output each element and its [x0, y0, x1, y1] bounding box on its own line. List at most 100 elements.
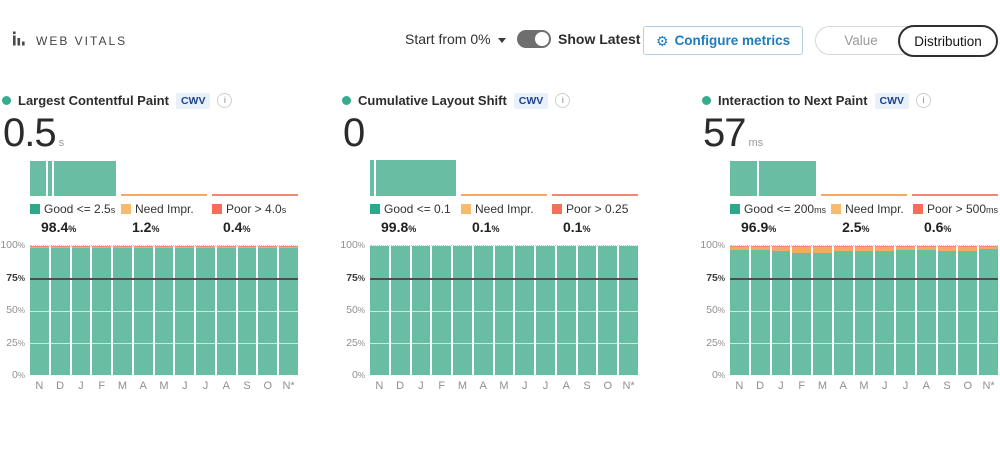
chart-segment-good [92, 248, 112, 375]
y-axis-label: 25% [706, 336, 725, 349]
legend-item: Need Impr. 2.5% [831, 202, 908, 235]
x-axis-label: A [839, 380, 847, 392]
y-axis-label: 0% [712, 369, 725, 381]
widget-brand: WEB VITALS [12, 31, 127, 51]
p75-threshold-line [730, 278, 998, 281]
legend-value: 2.5% [842, 219, 870, 235]
chart-segment-need-improvement [258, 246, 278, 249]
legend-label: Good <= 0.1 [384, 202, 451, 216]
x-axis-label: J [778, 380, 784, 392]
chart-segment-poor [792, 246, 812, 247]
metric-title: Cumulative Layout Shift [358, 93, 507, 108]
info-icon[interactable]: i [555, 93, 571, 108]
legend-item: Poor > 500ms 0.6% [912, 202, 998, 235]
metric-value: 57 [703, 111, 746, 155]
x-axis-label: N [375, 380, 384, 392]
configure-metrics-button[interactable]: ⚙ Configure metrics [643, 26, 804, 55]
chart-segment-need-improvement [92, 246, 112, 249]
chart-segment-good [937, 250, 957, 375]
chart-segment-need-improvement [71, 246, 91, 249]
x-axis-label: J [78, 380, 84, 392]
y-axis-label: 0% [352, 369, 365, 381]
chart-segment-poor [937, 246, 957, 247]
legend-unit: ms [986, 205, 998, 215]
chart-segment-need-improvement [133, 246, 153, 249]
chart-segment-good [154, 248, 174, 375]
mini-bar-segment [212, 158, 298, 196]
legend-label: Need Impr. [475, 202, 534, 216]
x-axis-label: M [817, 380, 828, 392]
chart-segment-poor [71, 246, 91, 247]
legend-value: 0.4% [223, 219, 251, 235]
distribution-chart-plot [30, 245, 298, 375]
value-distribution-switcher: Value Distribution [815, 25, 998, 57]
chart-segment-need-improvement [916, 246, 936, 250]
chart-segment-poor [196, 246, 215, 247]
chart-segment-need-improvement [875, 246, 895, 251]
chart-column [854, 246, 874, 375]
x-axis-label: D [756, 380, 765, 392]
show-latest-label: Show Latest [558, 31, 641, 47]
x-axis-label: A [222, 380, 230, 392]
legend-item: Good <= 200ms 96.9% [730, 202, 826, 235]
x-axis-label: J [902, 380, 909, 392]
legend-unit: s [281, 205, 287, 215]
x-axis-label: A [922, 380, 930, 392]
chart-column [875, 246, 895, 375]
x-axis-label: O [263, 380, 273, 392]
chart-column [896, 246, 915, 375]
tab-distribution[interactable]: Distribution [898, 25, 998, 57]
legend-label: Poor > 0.25 [566, 202, 629, 216]
legend-label: Poor > 500ms [926, 202, 998, 216]
y-axis: 100% 75% 50% 25% 0% [0, 239, 28, 381]
x-axis-label: J [202, 380, 209, 392]
chart-segment-good [854, 251, 874, 375]
mini-bar-divider [374, 160, 377, 196]
legend: Good <= 200ms 96.9% Need Impr. 2.5% Poor > 5… [730, 202, 998, 235]
gridline [370, 310, 638, 312]
mini-bar-divider [52, 160, 55, 196]
info-icon[interactable]: i [916, 93, 932, 108]
start-from-dropdown[interactable]: Start from 0% [405, 31, 506, 47]
info-icon[interactable]: i [217, 93, 233, 108]
chart-segment-poor [50, 246, 70, 247]
chart-segment-need-improvement [813, 246, 832, 253]
y-axis-label: 75% [346, 271, 365, 284]
mini-bar-segment [552, 158, 638, 196]
legend-item: Need Impr. 0.1% [461, 202, 547, 235]
y-axis-label: 75% [706, 271, 725, 284]
legend-swatch-icon [912, 204, 923, 214]
x-axis-label: J [181, 380, 188, 392]
show-latest-toggle[interactable] [517, 30, 551, 48]
metric-value: 0 [343, 111, 365, 155]
legend: Good <= 2.5s 98.4% Need Impr. 1.2% Poor > 4.… [30, 202, 298, 235]
gridline [30, 342, 298, 344]
metric-value: 0.5 [3, 111, 57, 155]
metric-card: Interaction to Next Paint CWV i 57 ms Go… [700, 92, 998, 392]
chart-segment-need-improvement [113, 246, 132, 249]
mini-bar-segment [370, 158, 456, 196]
chart-segment-poor [958, 246, 978, 247]
distribution-chart: 100% 75% 50% 25% 0% N D J F M A M J J A S O N* [340, 239, 638, 392]
x-axis-label: N [735, 380, 744, 392]
gridline [370, 342, 638, 344]
distribution-chart: 100% 75% 50% 25% 0% N D J F M A M J J A S O N* [0, 239, 298, 392]
mini-bar-divider [756, 161, 759, 196]
chart-segment-good [833, 250, 853, 375]
chart-segment-good [813, 252, 832, 375]
y-axis-label: 50% [346, 304, 365, 316]
chart-segment-good [875, 250, 895, 375]
chart-segment-need-improvement [175, 246, 195, 249]
tab-value[interactable]: Value [844, 33, 878, 48]
y-axis-label: 100% [700, 239, 725, 251]
x-axis-label: S [243, 380, 251, 392]
chevron-down-icon [497, 37, 506, 43]
legend-label: Need Impr. [845, 202, 904, 216]
legend: Good <= 0.1 99.8% Need Impr. 0.1% Poor > 0.2… [370, 202, 638, 235]
chart-segment-poor [854, 246, 874, 247]
legend-label: Poor > 4.0s [226, 202, 287, 216]
chart-segment-poor [279, 246, 298, 247]
x-axis-label: S [943, 380, 951, 392]
chart-column [792, 246, 812, 375]
y-axis-label: 25% [346, 336, 365, 349]
